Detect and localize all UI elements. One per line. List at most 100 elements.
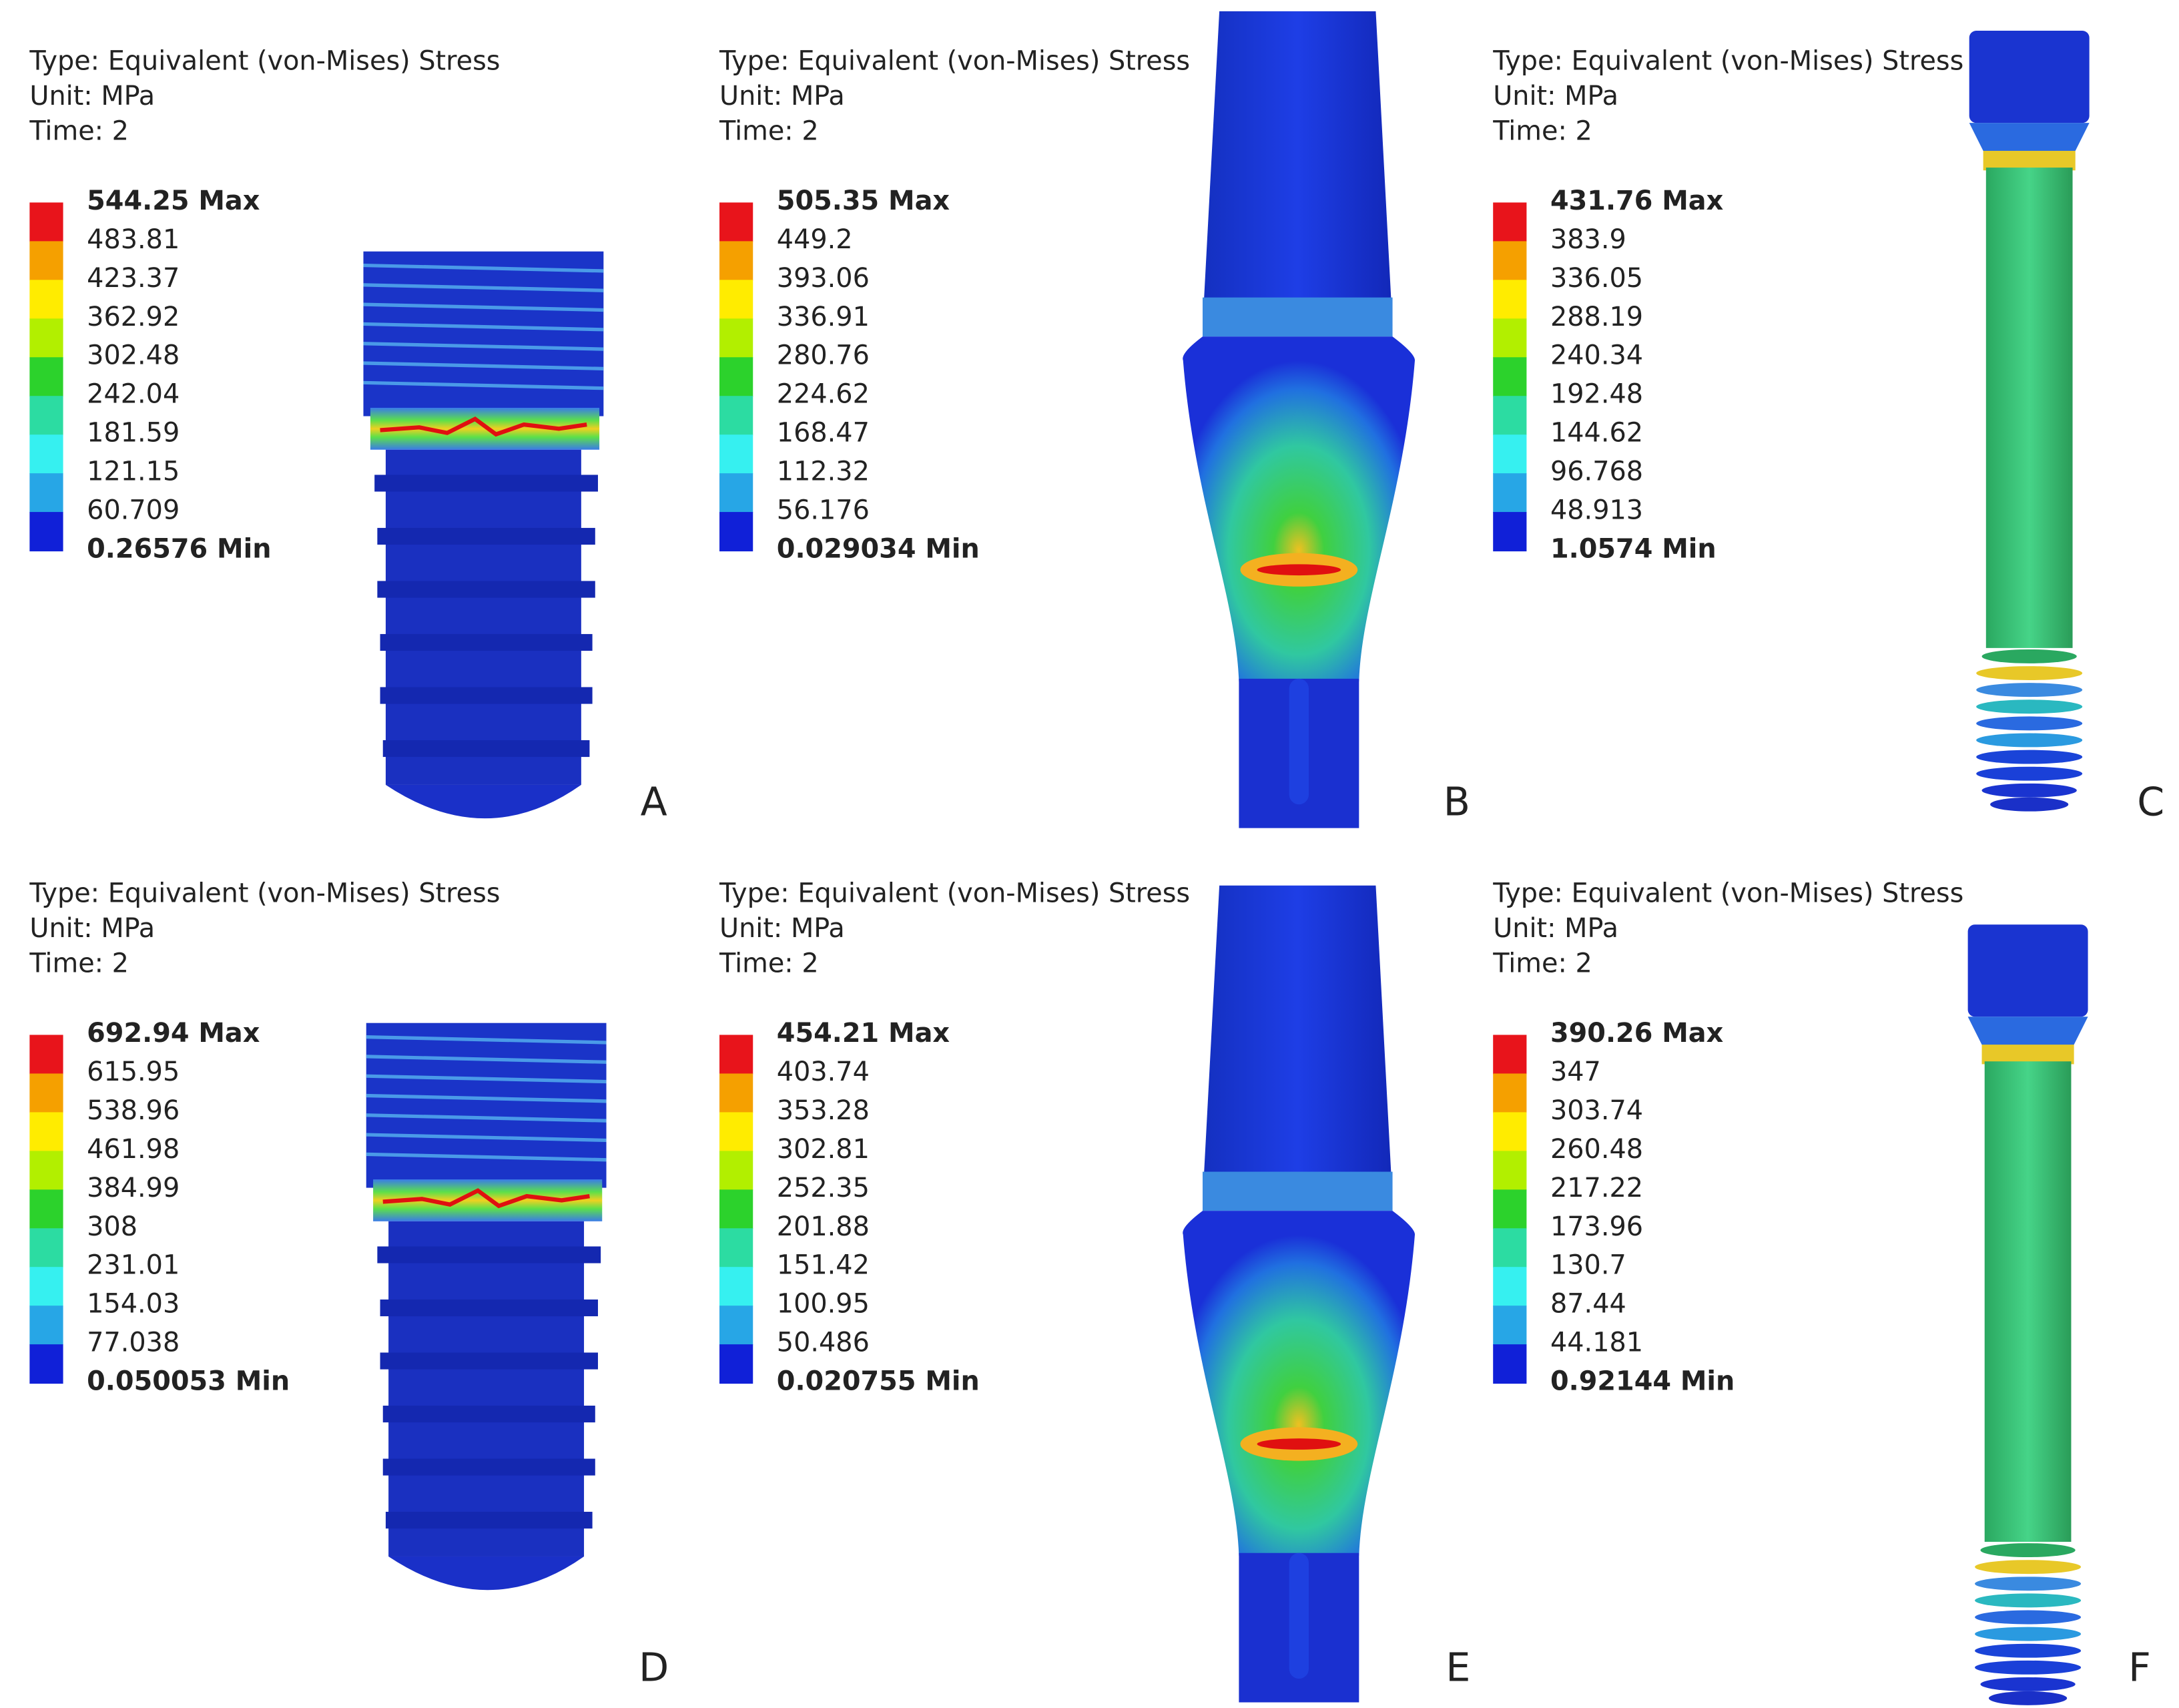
- legend-swatch: [1493, 280, 1527, 320]
- legend-label: 383.9: [1550, 224, 1626, 255]
- legend-label: 50.486: [777, 1328, 870, 1358]
- legend-swatch: [719, 512, 753, 552]
- legend-swatch: [719, 396, 753, 436]
- legend-swatch: [1493, 512, 1527, 552]
- legend-label: 192.48: [1550, 379, 1643, 410]
- legend-swatch: [29, 1306, 63, 1346]
- implant-model: [366, 1023, 607, 1591]
- legend-swatch: [1493, 1267, 1527, 1307]
- legend-label: 121.15: [87, 457, 180, 487]
- time-line: Time: 2: [719, 115, 819, 146]
- legend-swatch: [29, 1112, 63, 1152]
- legend-swatch: [719, 435, 753, 475]
- panel-letter: D: [639, 1645, 669, 1691]
- type-line: Type: Equivalent (von-Mises) Stress: [1492, 46, 1963, 77]
- legend-label: 154.03: [87, 1289, 180, 1320]
- legend-label: 483.81: [87, 224, 180, 255]
- legend-label: 692.94 Max: [87, 1018, 260, 1049]
- legend-swatch: [1493, 396, 1527, 436]
- screw-model: [1968, 924, 2088, 1705]
- legend-label: 431.76 Max: [1550, 186, 1724, 216]
- legend-swatch: [29, 1151, 63, 1191]
- type-line: Type: Equivalent (von-Mises) Stress: [1492, 878, 1963, 909]
- legend-label: 77.038: [87, 1328, 180, 1358]
- legend-label: 0.020755 Min: [777, 1366, 980, 1397]
- legend-swatch: [1493, 1228, 1527, 1268]
- legend-label: 615.95: [87, 1057, 180, 1087]
- legend-label: 302.81: [777, 1134, 870, 1165]
- legend-label: 336.91: [777, 302, 870, 332]
- legend-label: 0.92144 Min: [1550, 1366, 1735, 1397]
- legend-swatch: [29, 318, 63, 358]
- legend-label: 544.25 Max: [87, 186, 260, 216]
- time-line: Time: 2: [1492, 948, 1592, 978]
- legend-label: 454.21 Max: [777, 1018, 950, 1049]
- legend-swatch: [719, 318, 753, 358]
- legend-swatch: [719, 1151, 753, 1191]
- legend-swatch: [1493, 1035, 1527, 1075]
- legend-label: 347: [1550, 1057, 1601, 1087]
- legend-label: 224.62: [777, 379, 870, 410]
- legend-label: 130.7: [1550, 1250, 1626, 1281]
- legend-swatch: [1493, 1112, 1527, 1152]
- legend-swatch: [719, 357, 753, 397]
- legend-swatch: [1493, 1306, 1527, 1346]
- legend-label: 252.35: [777, 1173, 870, 1203]
- legend-swatch: [29, 512, 63, 552]
- legend-label: 0.029034 Min: [777, 534, 980, 565]
- time-line: Time: 2: [29, 115, 129, 146]
- unit-line: Unit: MPa: [1493, 913, 1618, 944]
- legend-label: 393.06: [777, 263, 870, 294]
- legend-label: 100.95: [777, 1289, 870, 1320]
- legend-swatch: [29, 1267, 63, 1307]
- legend-label: 96.768: [1550, 457, 1643, 487]
- legend-swatch: [1493, 202, 1527, 242]
- legend-label: 423.37: [87, 263, 180, 294]
- legend-label: 461.98: [87, 1134, 180, 1165]
- legend-label: 288.19: [1550, 302, 1643, 332]
- legend-label: 60.709: [87, 495, 180, 526]
- legend-swatch: [29, 1073, 63, 1113]
- legend-label: 217.22: [1550, 1173, 1643, 1203]
- legend-swatch: [719, 1035, 753, 1075]
- panel-letter: E: [1446, 1645, 1470, 1691]
- legend-label: 151.42: [777, 1250, 870, 1281]
- legend-swatch: [29, 1035, 63, 1075]
- panel-letter: C: [2137, 779, 2164, 824]
- unit-line: Unit: MPa: [719, 81, 845, 111]
- legend-label: 231.01: [87, 1250, 180, 1281]
- legend-swatch: [1493, 357, 1527, 397]
- legend-label: 302.48: [87, 340, 180, 371]
- legend-label: 449.2: [777, 224, 853, 255]
- legend-label: 353.28: [777, 1095, 870, 1126]
- legend-label: 538.96: [87, 1095, 180, 1126]
- legend-swatch: [1493, 473, 1527, 513]
- legend-label: 173.96: [1550, 1211, 1643, 1242]
- legend-swatch: [1493, 241, 1527, 281]
- legend-swatch: [29, 357, 63, 397]
- implant-model: [363, 252, 603, 819]
- legend-label: 168.47: [777, 418, 870, 449]
- legend-label: 242.04: [87, 379, 180, 410]
- legend-label: 112.32: [777, 457, 870, 487]
- legend-label: 1.0574 Min: [1550, 534, 1717, 565]
- panel-letter: B: [1444, 779, 1470, 824]
- legend-swatch: [29, 473, 63, 513]
- unit-line: Unit: MPa: [1493, 81, 1618, 111]
- legend-label: 308: [87, 1211, 137, 1242]
- legend-label: 56.176: [777, 495, 870, 526]
- legend-swatch: [1493, 1189, 1527, 1229]
- legend-label: 144.62: [1550, 418, 1643, 449]
- panel-letter: A: [641, 779, 667, 824]
- legend-label: 384.99: [87, 1173, 180, 1203]
- legend-label: 403.74: [777, 1057, 870, 1087]
- type-line: Type: Equivalent (von-Mises) Stress: [29, 46, 500, 77]
- type-line: Type: Equivalent (von-Mises) Stress: [719, 878, 1190, 909]
- legend-swatch: [29, 241, 63, 281]
- unit-line: Unit: MPa: [719, 913, 845, 944]
- panel-letter: F: [2128, 1645, 2151, 1691]
- legend-swatch: [1493, 435, 1527, 475]
- legend-swatch: [719, 1344, 753, 1384]
- legend-label: 362.92: [87, 302, 180, 332]
